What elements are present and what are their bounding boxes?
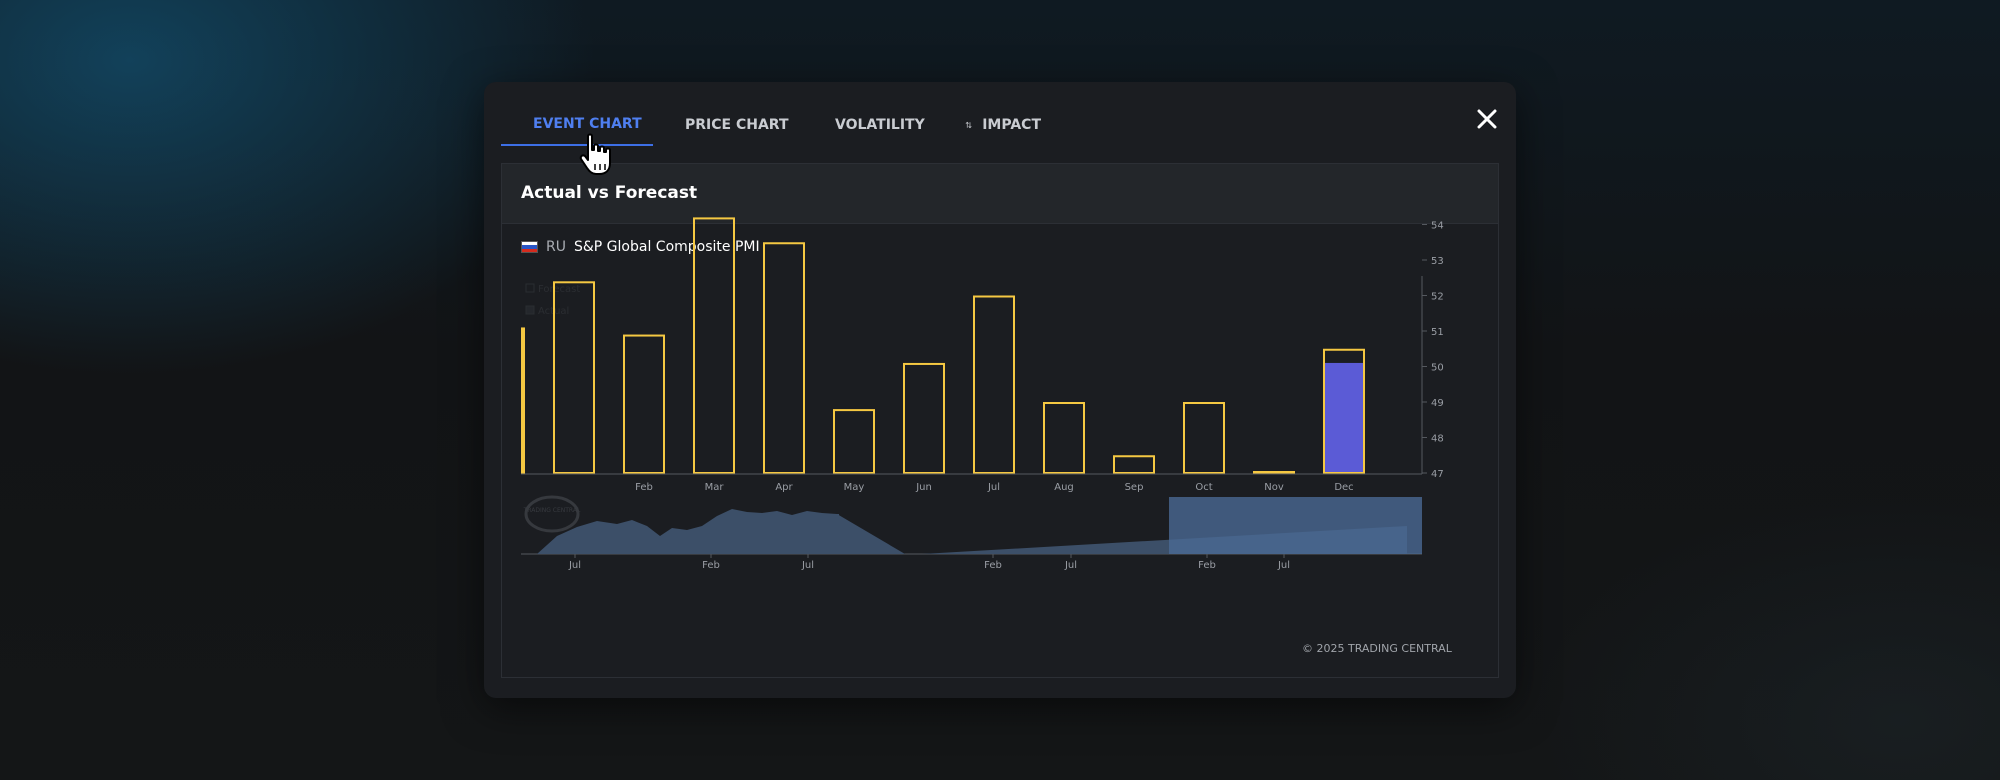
navigator-tick-label: Jul [568, 560, 581, 571]
x-tick-label: Feb [635, 482, 653, 493]
forecast-bar[interactable] [553, 281, 595, 474]
tab-price-chart-label: PRICE CHART [685, 117, 789, 133]
trading-central-watermark: TRADING CENTRAL [523, 495, 581, 533]
y-tick-label: 53 [1431, 256, 1444, 267]
tab-volatility[interactable]: VOLATILITY [803, 104, 943, 146]
x-tick-label: Aug [1054, 482, 1074, 493]
y-tick-label: 47 [1431, 469, 1444, 480]
x-tick-label: Apr [775, 482, 793, 493]
y-tick-label: 50 [1431, 363, 1444, 374]
x-tick-label: Nov [1264, 482, 1284, 493]
series-name: S&P Global Composite PMI [573, 239, 760, 255]
hand-cursor-icon [579, 133, 611, 175]
impact-arrows-icon [965, 121, 972, 129]
navigator-area-history [537, 509, 905, 554]
legend-actual-swatch[interactable] [525, 305, 535, 315]
forecast-bar[interactable] [973, 295, 1015, 474]
tab-volatility-label: VOLATILITY [835, 117, 925, 133]
x-tick-label: Mar [705, 482, 725, 493]
panel-title: Actual vs Forecast [521, 183, 698, 203]
y-tick-label: 49 [1431, 398, 1444, 409]
event-modal: EVENT CHART PRICE CHART VOLATILITY IMPAC… [484, 82, 1516, 698]
forecast-bar[interactable] [1253, 471, 1295, 474]
y-tick-label: 54 [1431, 221, 1444, 232]
x-tick-label: Dec [1334, 482, 1353, 493]
forecast-bar[interactable] [693, 217, 735, 475]
x-tick-label: Oct [1195, 482, 1212, 493]
navigator-tick-label: Feb [702, 560, 720, 571]
navigator-area-edge [837, 514, 839, 554]
forecast-bar[interactable] [763, 242, 805, 474]
navigator-selection[interactable] [1169, 497, 1422, 554]
watermark-text: TRADING CENTRAL [523, 507, 581, 514]
forecast-bar[interactable] [623, 334, 665, 474]
forecast-bar[interactable] [1043, 402, 1085, 474]
chart-panel: Actual vs Forecast RU S&P Global Composi… [501, 163, 1499, 678]
tab-price-chart[interactable]: PRICE CHART [653, 104, 803, 146]
forecast-bar[interactable] [833, 409, 875, 475]
navigator-tick-label: Feb [984, 560, 1002, 571]
close-icon [1477, 109, 1497, 129]
forecast-bar[interactable] [1113, 455, 1155, 474]
panel-header: Actual vs Forecast [502, 164, 1498, 224]
tab-event-chart-label: EVENT CHART [533, 116, 642, 132]
tab-event-chart[interactable]: EVENT CHART [501, 104, 653, 146]
navigator-tick-label: Jul [1064, 560, 1077, 571]
close-button[interactable] [1472, 104, 1502, 134]
y-tick-label: 51 [1431, 327, 1444, 338]
russia-flag-icon [521, 241, 538, 253]
copyright: © 2025 TRADING CENTRAL [1302, 642, 1452, 655]
series-info: RU S&P Global Composite PMI [521, 239, 760, 255]
forecast-bar[interactable] [903, 362, 945, 474]
x-tick-label: May [844, 482, 865, 493]
country-code: RU [546, 239, 566, 255]
legend-forecast[interactable]: Forecast [538, 284, 580, 295]
legend-forecast-swatch[interactable] [525, 283, 535, 293]
x-tick-label: Jul [987, 482, 1000, 493]
navigator-tick-label: Jul [1277, 560, 1290, 571]
forecast-bar[interactable] [1183, 402, 1225, 474]
forecast-bar[interactable] [521, 327, 525, 474]
event-chart[interactable]: Forecast Actual TRADING CENTRAL 47484950… [502, 164, 1498, 677]
x-tick-label: Jun [915, 482, 932, 493]
y-tick-label: 52 [1431, 292, 1444, 303]
actual-bar[interactable] [1323, 362, 1365, 473]
tab-impact[interactable]: IMPACT [943, 104, 1063, 146]
navigator-tick-label: Jul [801, 560, 814, 571]
forecast-bar[interactable] [1323, 348, 1365, 474]
tab-impact-label: IMPACT [982, 117, 1041, 133]
navigator-tick-label: Feb [1198, 560, 1216, 571]
x-tick-label: Sep [1125, 482, 1144, 493]
y-tick-label: 48 [1431, 434, 1444, 445]
